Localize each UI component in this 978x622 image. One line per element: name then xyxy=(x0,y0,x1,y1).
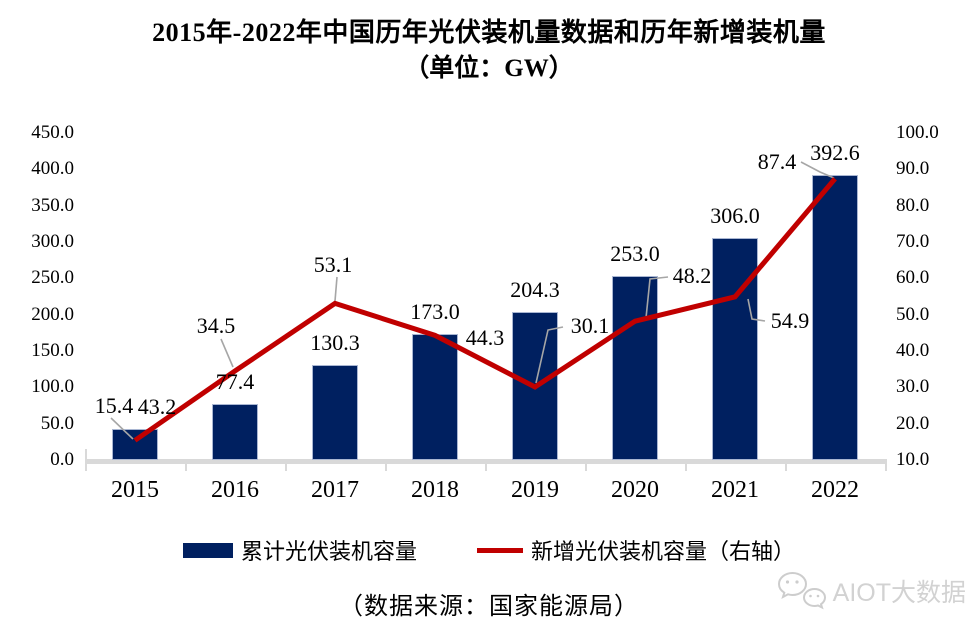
bar-2015 xyxy=(112,428,158,460)
left-axis-tick-label: 0.0 xyxy=(50,449,74,470)
left-axis-tick-label: 150.0 xyxy=(31,340,74,361)
left-axis-tick-label: 300.0 xyxy=(31,231,74,252)
watermark: AIOT大数据 xyxy=(777,570,966,612)
chart-title: 2015年-2022年中国历年光伏装机量数据和历年新增装机量 xyxy=(152,18,826,47)
x-axis-tick xyxy=(285,463,287,471)
right-axis-tick-label: 30.0 xyxy=(896,376,930,398)
right-axis-tick-label: 50.0 xyxy=(896,303,930,325)
data-source-note: （数据来源：国家能源局） xyxy=(339,594,639,620)
bar-data-label: 392.6 xyxy=(810,139,860,165)
line-data-label: 48.2 xyxy=(672,263,712,288)
line-data-label: 34.5 xyxy=(196,313,236,338)
bar-data-label: 77.4 xyxy=(215,368,255,394)
line-data-label: 54.9 xyxy=(770,308,810,333)
left-axis-tick-label: 400.0 xyxy=(31,158,74,180)
bar-2020 xyxy=(612,276,658,460)
x-axis-category-label: 2022 xyxy=(811,477,859,503)
left-axis-tick-label: 100.0 xyxy=(31,376,74,398)
right-axis-tick-label: 80.0 xyxy=(896,194,930,216)
left-axis-tick-label: 200.0 xyxy=(31,303,74,325)
bar-data-label: 253.0 xyxy=(610,241,660,267)
bar-2016 xyxy=(212,403,258,460)
x-axis-category-label: 2017 xyxy=(311,477,359,503)
bar-data-label: 173.0 xyxy=(410,299,460,325)
line-data-label: 53.1 xyxy=(313,252,353,277)
line-data-label: 87.4 xyxy=(757,149,797,174)
x-axis-tick xyxy=(785,463,787,471)
right-axis-tick-label: 10.0 xyxy=(896,449,930,470)
watermark-text: AIOT大数据 xyxy=(832,579,966,607)
x-axis-category-label: 2019 xyxy=(511,477,559,503)
bar-2017 xyxy=(312,365,358,460)
legend-bar-swatch xyxy=(182,542,233,558)
x-axis-category-label: 2021 xyxy=(711,477,759,503)
x-axis-category-label: 2018 xyxy=(411,477,459,503)
bar-data-label: 306.0 xyxy=(710,202,760,228)
x-axis-tick xyxy=(485,463,487,471)
right-axis-tick-label: 90.0 xyxy=(896,158,930,180)
bar-data-label: 130.3 xyxy=(310,330,360,356)
x-axis-tick xyxy=(185,463,187,471)
x-axis-tick xyxy=(585,463,587,471)
right-axis-tick-label: 20.0 xyxy=(896,412,930,434)
chart-subtitle-unit: （单位：GW） xyxy=(404,55,574,82)
x-axis-line xyxy=(85,459,887,464)
x-axis-tick xyxy=(685,463,687,471)
left-axis-tick-label: 250.0 xyxy=(31,267,74,289)
wechat-logo-icon xyxy=(777,571,826,610)
legend: 累计光伏装机容量 新增光伏装机容量（右轴） xyxy=(0,534,978,566)
bar-2018 xyxy=(412,334,458,460)
x-axis-category-label: 2020 xyxy=(611,477,659,503)
data-label-leader-line xyxy=(334,276,338,302)
x-axis-category-label: 2015 xyxy=(111,477,159,503)
x-axis-left-end-tick xyxy=(85,449,87,459)
x-axis-tick xyxy=(385,463,387,471)
line-data-label: 44.3 xyxy=(465,325,505,350)
bar-data-label: 204.3 xyxy=(510,276,560,302)
x-axis-category-label: 2016 xyxy=(211,477,259,503)
right-axis-tick-label: 60.0 xyxy=(896,267,930,289)
legend-line-swatch xyxy=(477,547,523,553)
right-axis-tick-label: 40.0 xyxy=(896,340,930,361)
data-label-leader-line xyxy=(220,338,234,368)
x-axis-tick xyxy=(85,463,87,471)
left-axis-tick-label: 350.0 xyxy=(31,194,74,216)
line-data-label: 30.1 xyxy=(570,313,610,338)
right-axis-tick-label: 70.0 xyxy=(896,231,930,252)
legend-item-cumulative: 累计光伏装机容量 xyxy=(182,534,417,566)
legend-bar-label: 累计光伏装机容量 xyxy=(240,539,417,564)
left-axis-tick-label: 450.0 xyxy=(31,122,74,143)
x-axis-tick xyxy=(885,463,887,471)
left-axis-tick-label: 50.0 xyxy=(40,412,74,434)
line-data-label: 15.4 xyxy=(94,393,134,418)
legend-line-label: 新增光伏装机容量（右轴） xyxy=(531,539,796,564)
right-axis-tick-label: 100.0 xyxy=(896,122,939,143)
legend-item-new-installed: 新增光伏装机容量（右轴） xyxy=(477,534,795,566)
